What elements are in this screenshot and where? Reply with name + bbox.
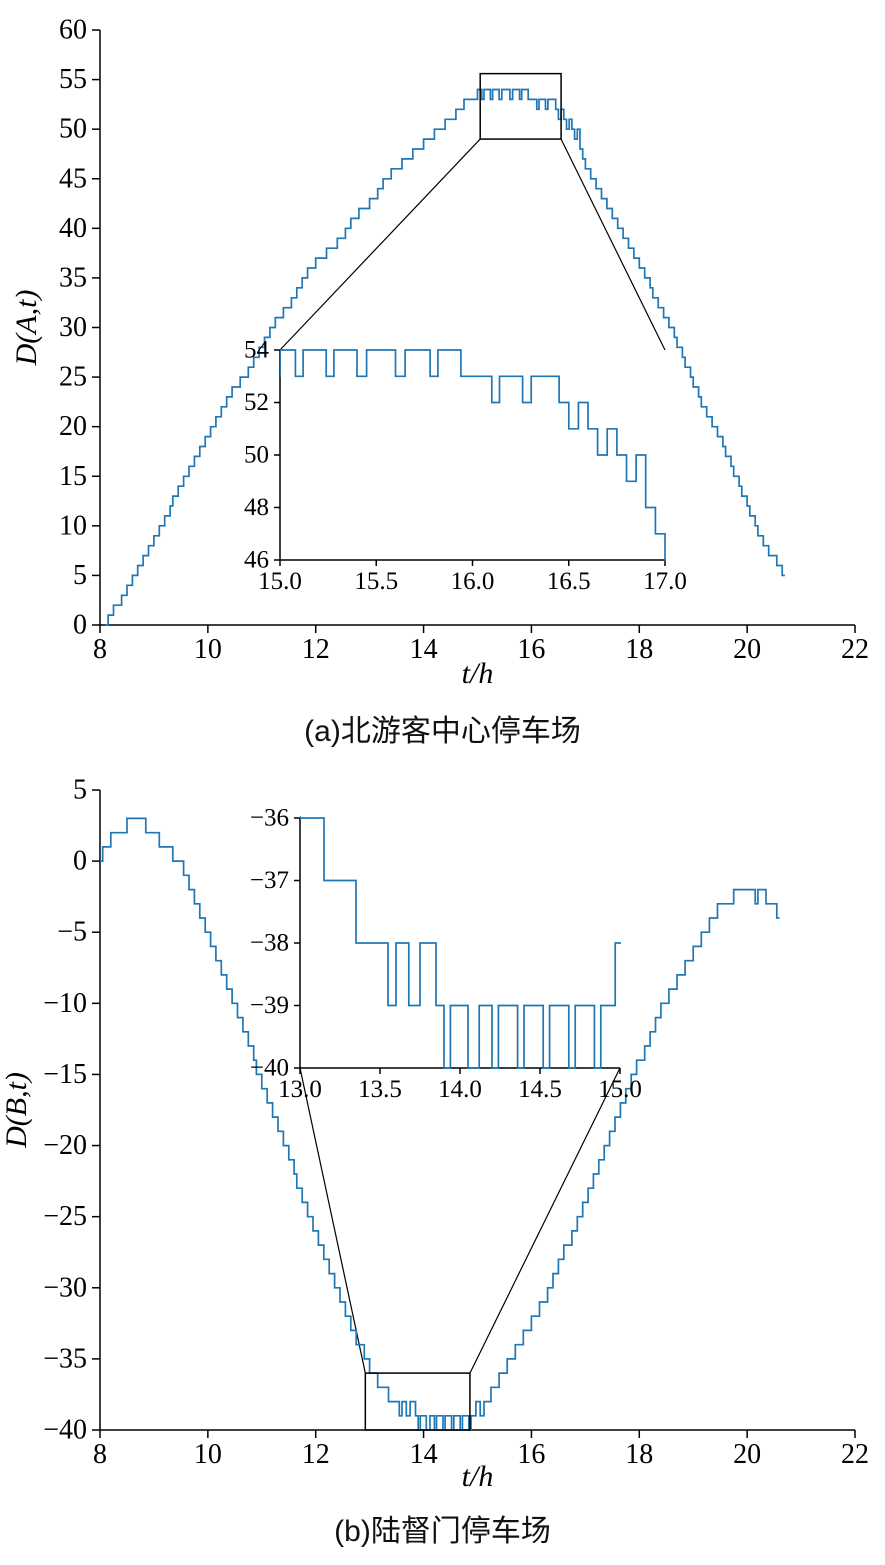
y-tick-label: 60	[59, 15, 87, 46]
caption-a: (a)北游客中心停车场	[304, 715, 581, 748]
y-tick-label: 0	[73, 846, 87, 877]
x-tick-label: 12	[302, 1439, 330, 1470]
y-tick-label: −15	[43, 1059, 87, 1090]
y-tick-label: −37	[250, 867, 289, 894]
y-tick-label: 35	[59, 262, 87, 293]
y-tick-label: −36	[250, 805, 289, 832]
y-tick-label: −39	[250, 992, 289, 1019]
series-step-line	[105, 88, 785, 626]
y-tick-label: 10	[59, 510, 87, 541]
y-tick-label: 25	[59, 362, 87, 393]
y-tick-label: 45	[59, 163, 87, 194]
y-tick-label: 5	[73, 560, 87, 591]
y-tick-label: 5	[73, 775, 87, 806]
zoom-connector-right	[560, 138, 666, 351]
y-tick-label: −30	[43, 1272, 87, 1303]
y-tick-label: −5	[57, 917, 87, 948]
x-tick-label: 8	[93, 634, 107, 665]
y-tick-label: 55	[59, 64, 87, 95]
axes-main-A: 8 10 12 14 16 18 20 22 0 5 10 15 20 25 30 35 40 45 50 55 60	[59, 15, 869, 666]
x-tick-label: 14	[410, 634, 438, 665]
chart-parking-a: 8 10 12 14 16 18 20 22 0 5 10 15 20 25 30 35 40 45 50 55 60 t…	[10, 15, 869, 691]
x-tick-label: 12	[302, 634, 330, 665]
chart-parking-b: 8 10 12 14 16 18 20 22 5 0 −5 −10 −15 −20 −25 −30 −35 −40…	[0, 775, 869, 1494]
x-tick-label: 18	[625, 634, 653, 665]
x-tick-label: 15.5	[354, 568, 398, 595]
inset-background	[300, 818, 620, 1068]
zoom-rect	[479, 72, 562, 140]
x-tick-label: 10	[194, 634, 222, 665]
zoom-connector-left	[279, 138, 481, 351]
y-tick-label: 15	[59, 461, 87, 492]
axes-inset-A: 15.0 15.5 16.0 16.5 17.0 46 48 50 52 54	[244, 337, 687, 595]
x-tick-label: 16	[517, 1439, 545, 1470]
y-axis-label: D(B,t)	[0, 1072, 33, 1149]
y-tick-label: 30	[59, 312, 87, 343]
y-tick-label: 20	[59, 411, 87, 442]
series-step-line	[100, 817, 780, 1431]
y-axis-label: D(A,t)	[10, 290, 43, 367]
x-tick-label: 20	[733, 1439, 761, 1470]
caption-b: (b)陆督门停车场	[334, 1515, 551, 1548]
y-tick-label: −38	[250, 930, 289, 957]
inset-series-step-line	[300, 816, 621, 1069]
zoom-connector-right	[469, 1067, 621, 1374]
x-tick-label: 14.5	[518, 1076, 562, 1103]
axes-inset-B: 13.0 13.5 14.0 14.5 15.0 −40 −39 −38 −37 −36	[250, 805, 642, 1103]
y-tick-label: −40	[250, 1055, 289, 1082]
zoom-rect	[364, 1372, 471, 1431]
x-axis-label: t/h	[462, 657, 494, 690]
x-axis-label: t/h	[462, 1460, 494, 1493]
y-tick-label: 52	[244, 389, 269, 416]
y-tick-label: 40	[59, 213, 87, 244]
y-tick-label: −25	[43, 1201, 87, 1232]
x-tick-label: 20	[733, 634, 761, 665]
x-tick-label: 16	[517, 634, 545, 665]
x-tick-label: 14	[410, 1439, 438, 1470]
x-tick-label: 15.0	[598, 1076, 642, 1103]
y-tick-label: 48	[244, 494, 269, 521]
x-tick-label: 22	[841, 1439, 869, 1470]
x-tick-label: 14.0	[438, 1076, 482, 1103]
x-tick-label: 8	[93, 1439, 107, 1470]
x-tick-label: 16.0	[451, 568, 495, 595]
y-tick-label: 50	[59, 114, 87, 145]
zoom-connector-left	[299, 1067, 366, 1374]
x-tick-label: 13.0	[278, 1076, 322, 1103]
y-tick-label: 46	[244, 547, 269, 574]
y-tick-label: −20	[43, 1130, 87, 1161]
axes-main-B: 8 10 12 14 16 18 20 22 5 0 −5 −10 −15 −20 −25 −30 −35 −40	[43, 775, 869, 1471]
x-tick-label: 22	[841, 634, 869, 665]
x-tick-label: 18	[625, 1439, 653, 1470]
x-tick-label: 10	[194, 1439, 222, 1470]
y-tick-label: 50	[244, 442, 269, 469]
y-tick-label: −40	[43, 1415, 87, 1446]
x-tick-label: 13.5	[358, 1076, 402, 1103]
y-tick-label: −10	[43, 988, 87, 1019]
x-tick-label: 15.0	[258, 568, 302, 595]
x-tick-label: 16.5	[547, 568, 591, 595]
y-tick-label: −35	[43, 1343, 87, 1374]
y-tick-label: 54	[244, 337, 270, 364]
x-tick-label: 17.0	[643, 568, 687, 595]
y-tick-label: 0	[73, 610, 87, 641]
